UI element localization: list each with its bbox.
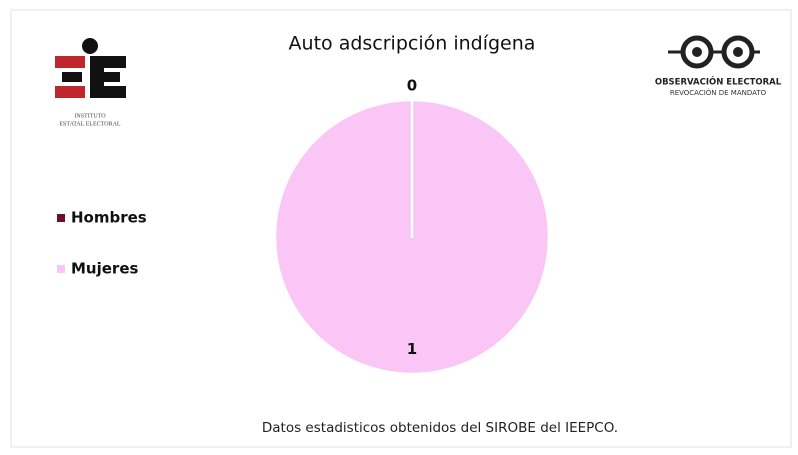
legend-label: Hombres	[71, 209, 147, 227]
logo-left-line: INSTITUTO	[74, 113, 106, 119]
source-note: Datos estadisticos obtenidos del SIROBE …	[262, 420, 618, 436]
logo-right-line: OBSERVACIÓN ELECTORAL	[655, 76, 782, 88]
logo-right: OBSERVACIÓN ELECTORAL REVOCACIÓN DE MAND…	[655, 35, 782, 97]
legend-swatch	[57, 265, 65, 273]
logo-left-line: ESTATAL ELECTORAL	[59, 121, 121, 127]
pie-slice	[273, 98, 551, 376]
logo-left: INSTITUTO ESTATAL ELECTORAL	[55, 38, 126, 127]
data-label: 0	[407, 77, 417, 95]
legend-swatch	[57, 214, 65, 222]
logo-right-line: REVOCACIÓN DE MANDATO	[670, 88, 767, 97]
chart-title: Auto adscripción indígena	[289, 33, 536, 55]
data-label: 1	[407, 340, 417, 358]
legend-label: Mujeres	[71, 260, 138, 278]
